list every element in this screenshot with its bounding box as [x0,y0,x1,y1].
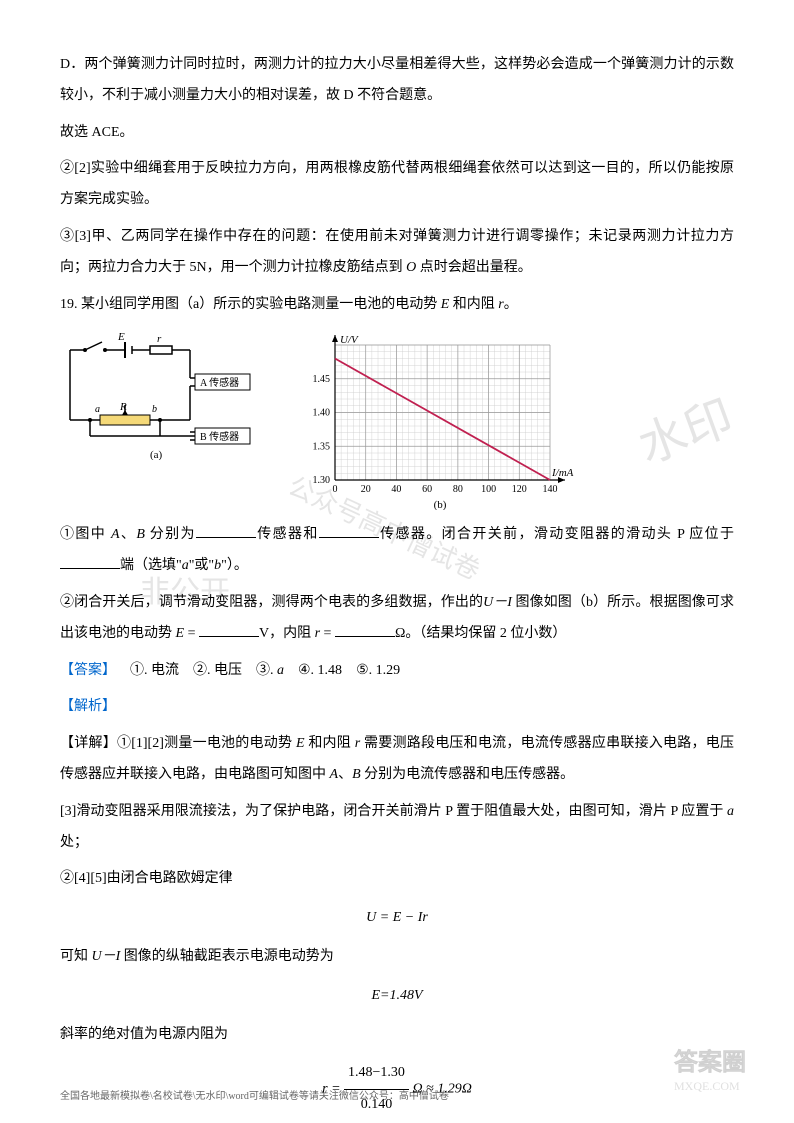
detail-1: 【详解】①[1][2]测量一电池的电动势 E 和内阻 r 需要测路段电压和电流，… [60,729,734,791]
explain-label-line: 【解析】 [60,692,734,723]
svg-text:0: 0 [333,484,338,495]
text: ②闭合开关后，调节滑动变阻器，测得两个电表的多组数据，作出的 [60,595,483,610]
text: 图像的纵轴截距表示电源电动势为 [120,949,334,964]
detail-3: ②[4][5]由闭合电路欧姆定律 [60,864,734,895]
var-a: A [111,527,120,542]
text: 和内阻 [305,736,355,751]
var-o: O [406,260,416,275]
text: 19. 某小组同学用图（a）所示的实验电路测量一电池的电动势 [60,297,441,312]
fraction: 1.48−1.30 0.140 [344,1058,409,1121]
paragraph-3: ③[3]甲、乙两同学在操作中存在的问题：在使用前未对弹簧测力计进行调零操作；未记… [60,222,734,284]
text: ③[3]甲、乙两同学在操作中存在的问题：在使用前未对弹簧测力计进行调零操作；未记… [60,229,734,275]
uv-chart: 0 20 40 60 80 100 120 140 1.30 1.35 1.40 1.45 U/V I/m… [290,330,590,510]
paragraph-conclusion: 故选 ACE。 [60,118,734,149]
svg-text:100: 100 [481,484,496,495]
question-2: ②闭合开关后，调节滑动变阻器，测得两个电表的多组数据，作出的U－I 图像如图（b… [60,588,734,650]
b-terminal: b [152,404,157,415]
svg-text:140: 140 [543,484,558,495]
text: 、 [120,527,137,542]
svg-text:1.30: 1.30 [313,475,331,486]
formula-2: E=1.48V [60,981,734,1012]
a-terminal: a [95,404,100,415]
text: 、 [338,767,352,782]
text: Ω。（结果均保留 2 位小数） [395,626,566,641]
detail-2: [3]滑动变阻器采用限流接法，为了保护电路，闭合开关前滑片 P 置于阻值最大处，… [60,797,734,859]
text: 端（选填" [120,558,182,573]
ans-5: ⑤. 1.29 [356,663,400,678]
r-label-2: R [119,401,127,413]
text: 点时会超出量程。 [416,260,532,275]
var-e3: E [296,736,305,751]
paragraph-2: ②[2]实验中细绳套用于反映拉力方向，用两根橡皮筋代替两根细绳套依然可以达到这一… [60,154,734,216]
blank-1 [196,524,256,538]
text: = [320,626,335,641]
text: 分别为电流传感器和电压传感器。 [361,767,575,782]
var-e: E [441,297,450,312]
formula-3: r = 1.48−1.30 0.140 Ω ≈ 1.29Ω [60,1058,734,1121]
answer-label: 【答案】 [60,663,116,678]
denominator: 0.140 [344,1090,409,1121]
blank-2 [319,524,379,538]
svg-text:60: 60 [422,484,432,495]
svg-text:80: 80 [453,484,463,495]
blank-3 [60,555,120,569]
circuit-diagram: E r A 传感器 R a b B 传感器 [60,330,260,460]
paragraph-d: D．两个弹簧测力计同时拉时，两测力计的拉力大小尽量相差得大些，这样势必会造成一个… [60,50,734,112]
var-ui2: U－I [92,949,121,964]
detail-5: 斜率的绝对值为电源内阻为 [60,1020,734,1051]
text: 传感器。闭合开关前，滑动变阻器的滑动头 P 应位于 [379,527,734,542]
text: [3]滑动变阻器采用限流接法，为了保护电路，闭合开关前滑片 P 置于阻值最大处，… [60,804,727,819]
svg-text:(b): (b) [434,499,447,510]
a-sensor-label: A 传感器 [200,376,239,389]
question-1: ①图中 A、B 分别为 传感器和 传感器。闭合开关前，滑动变阻器的滑动头 P 应位于… [60,520,734,582]
blank-5 [335,623,395,637]
ans-1: ①. 电流 [130,663,179,678]
figure-row: E r A 传感器 R a b B 传感器 [60,330,734,510]
ans-3a: ③. [256,663,277,678]
opt-a: a [182,558,189,573]
text: 分别为 [145,527,196,542]
answer-line: 【答案】 ①. 电流 ②. 电压 ③. a ④. 1.48 ⑤. 1.29 [60,656,734,687]
numerator: 1.48−1.30 [344,1058,409,1090]
ans-3b: a [277,663,284,678]
svg-text:U/V: U/V [340,334,359,346]
question-19: 19. 某小组同学用图（a）所示的实验电路测量一电池的电动势 E 和内阻 r。 [60,290,734,321]
text: "）。 [221,558,248,573]
var-ui: U－I [483,595,512,610]
svg-text:120: 120 [512,484,527,495]
e-label: E [117,331,125,343]
text: 。 [504,297,518,312]
b-sensor-label: B 传感器 [200,430,239,443]
ans-4: ④. 1.48 [298,663,342,678]
svg-text:1.45: 1.45 [313,374,331,385]
text: = [184,626,199,641]
r-label: r [157,333,162,345]
text: 和内阻 [449,297,498,312]
svg-text:1.40: 1.40 [313,408,331,419]
detail-4: 可知 U－I 图像的纵轴截距表示电源电动势为 [60,942,734,973]
figure-a-label: (a) [150,449,163,460]
blank-4 [199,623,259,637]
svg-text:I/mA: I/mA [551,467,574,479]
text: 传感器和 [256,527,319,542]
svg-text:1.35: 1.35 [313,442,331,453]
text: 【详解】①[1][2]测量一电池的电动势 [60,736,296,751]
svg-text:20: 20 [361,484,371,495]
text: 处； [60,835,88,850]
f3-tail: Ω ≈ 1.29Ω [412,1082,471,1097]
text: 可知 [60,949,92,964]
ans-2: ②. 电压 [193,663,242,678]
var-b: B [136,527,145,542]
formula-1: U = E − Ir [60,903,734,934]
explain-label: 【解析】 [60,699,116,714]
text: V，内阻 [259,626,315,641]
var-b2: B [352,767,361,782]
text: ①图中 [60,527,111,542]
var-a3: a [727,804,734,819]
svg-text:40: 40 [391,484,401,495]
f3-r: r = [322,1082,344,1097]
var-e2: E [176,626,185,641]
text: "或" [189,558,214,573]
var-a2: A [330,767,339,782]
